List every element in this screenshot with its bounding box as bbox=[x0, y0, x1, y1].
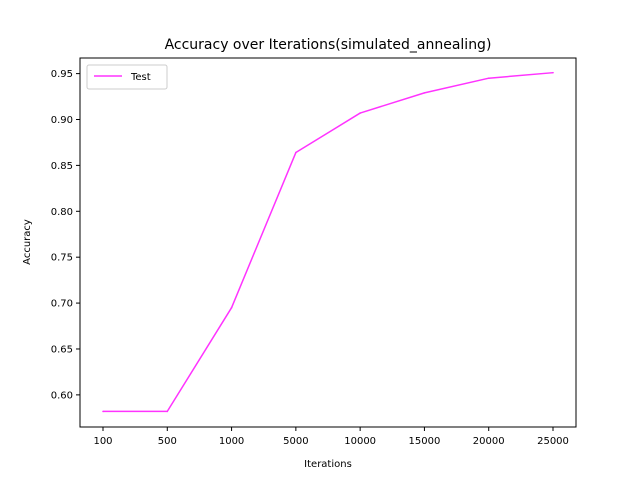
x-tick-label: 25000 bbox=[537, 436, 569, 447]
y-tick-label: 0.80 bbox=[51, 207, 73, 218]
series-line-0 bbox=[103, 71, 554, 413]
data-point bbox=[166, 410, 169, 413]
x-tick-label: 20000 bbox=[473, 436, 505, 447]
x-tick-label: 1000 bbox=[219, 436, 244, 447]
chart-title: Accuracy over Iterations(simulated_annea… bbox=[165, 37, 492, 53]
data-point bbox=[423, 92, 426, 94]
y-tick-label: 0.65 bbox=[51, 344, 73, 355]
y-axis-title: Accuracy bbox=[22, 219, 33, 265]
data-point bbox=[359, 112, 361, 114]
data-point bbox=[230, 306, 233, 309]
x-axis-title: Iterations bbox=[304, 459, 352, 470]
data-point bbox=[552, 71, 554, 74]
x-tick-label: 15000 bbox=[409, 436, 441, 447]
legend: Test bbox=[86, 64, 168, 90]
x-tick-label: 10000 bbox=[344, 436, 376, 447]
plot-area bbox=[102, 71, 554, 413]
legend-box bbox=[86, 64, 168, 90]
x-tick-label: 100 bbox=[93, 436, 112, 447]
data-point bbox=[102, 410, 104, 413]
y-tick-label: 0.95 bbox=[51, 69, 73, 80]
x-tick-label: 500 bbox=[158, 436, 177, 447]
y-tick-label: 0.90 bbox=[51, 115, 73, 126]
y-tick-label: 0.70 bbox=[51, 299, 73, 310]
x-axis: 100 500 1000 5000 10000 15000 20000 25000 bbox=[93, 427, 569, 447]
x-tick-label: 5000 bbox=[283, 436, 308, 447]
data-point bbox=[487, 77, 490, 79]
y-axis: 0.60 0.65 0.70 0.75 0.80 0.85 0.90 0.95 bbox=[51, 69, 80, 401]
legend-label: Test bbox=[130, 72, 151, 83]
y-tick-label: 0.60 bbox=[51, 390, 73, 401]
y-tick-label: 0.75 bbox=[51, 253, 73, 264]
data-point bbox=[295, 151, 297, 154]
y-tick-label: 0.85 bbox=[51, 161, 73, 172]
axes-frame bbox=[79, 57, 577, 428]
